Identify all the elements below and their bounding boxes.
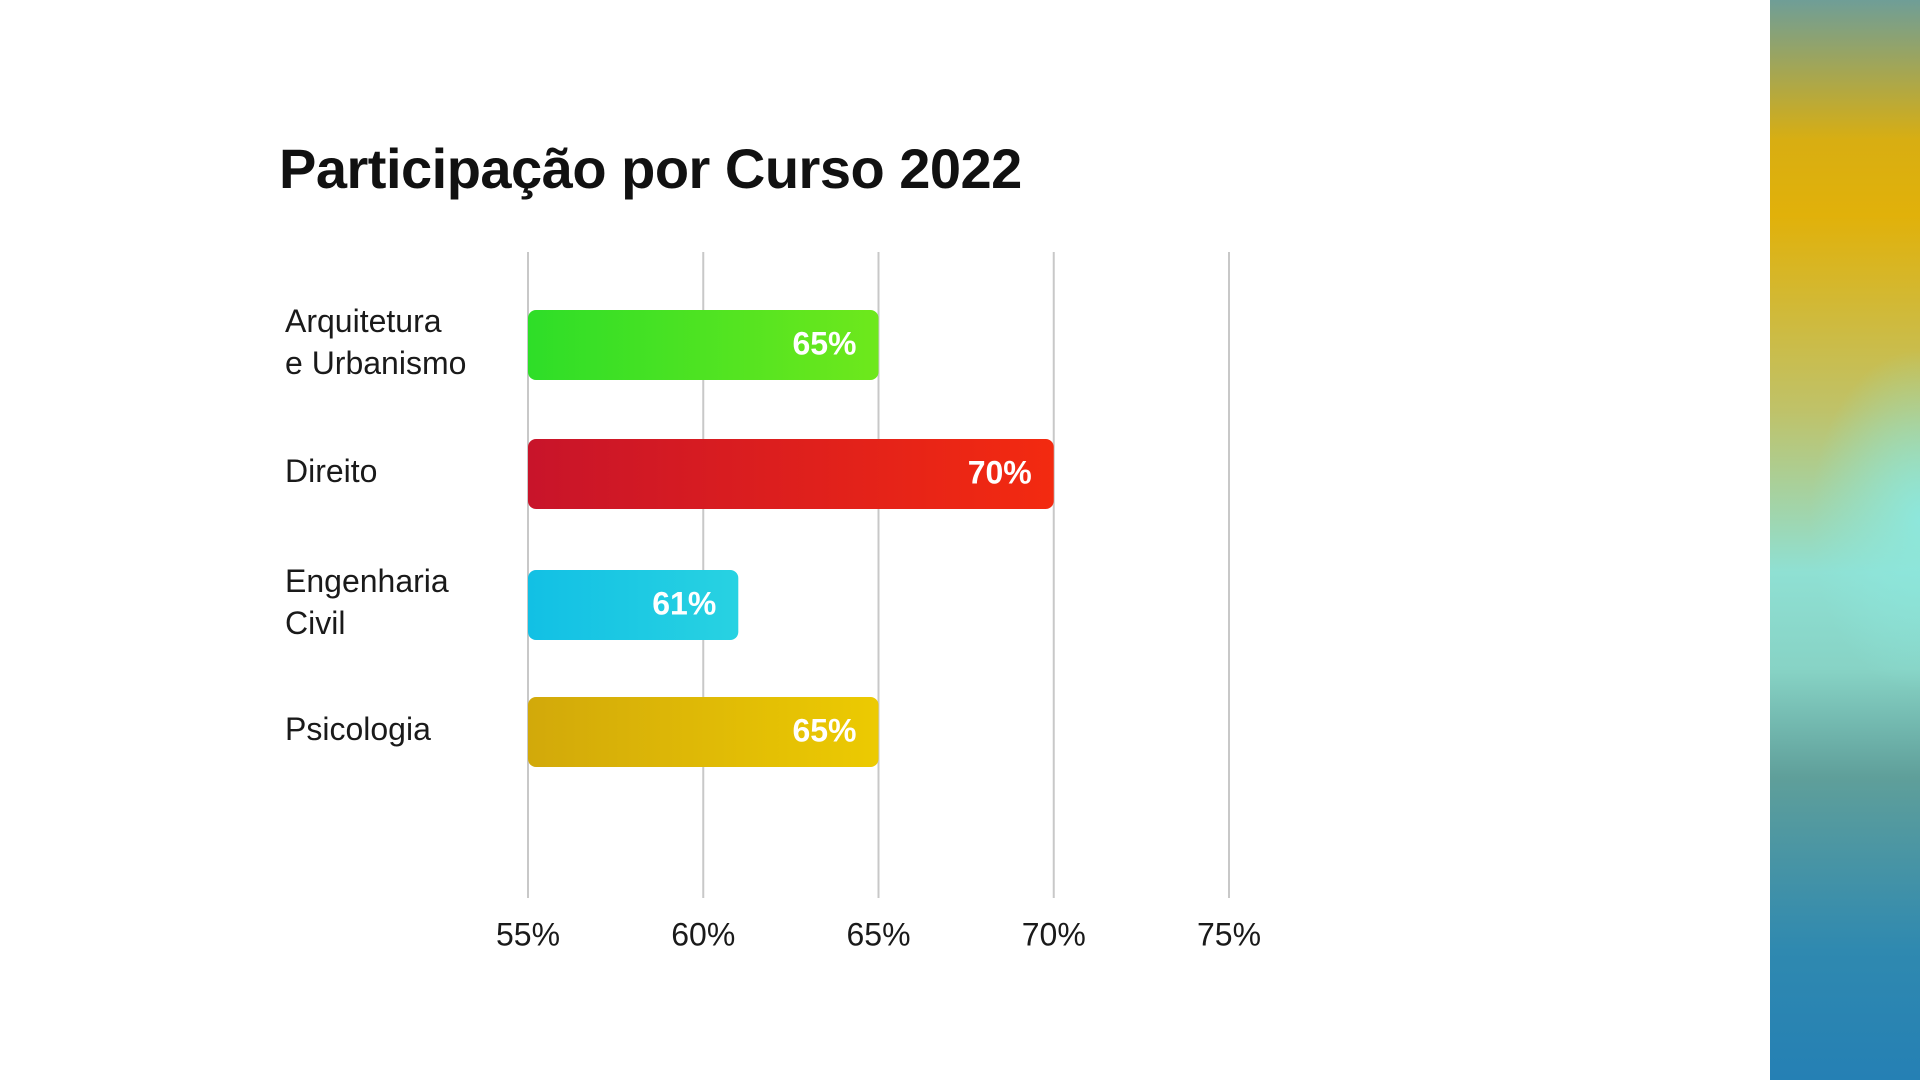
category-label: Arquitetura e Urbanismo bbox=[285, 303, 466, 381]
bar bbox=[528, 310, 879, 380]
decorative-gradient-band bbox=[1770, 0, 1920, 1080]
chart-title: Participação por Curso 2022 bbox=[279, 137, 1022, 200]
x-tick-label: 60% bbox=[671, 916, 735, 952]
bar bbox=[528, 697, 879, 767]
bar-value-label: 65% bbox=[792, 712, 856, 748]
bar bbox=[528, 439, 1054, 509]
category-label: Psicologia bbox=[285, 711, 431, 747]
x-tick-label: 75% bbox=[1197, 916, 1261, 952]
bar-value-label: 61% bbox=[652, 585, 716, 621]
bar-value-label: 70% bbox=[968, 454, 1032, 490]
category-label: Direito bbox=[285, 453, 377, 489]
bar bbox=[528, 570, 739, 640]
x-tick-label: 65% bbox=[846, 916, 910, 952]
x-tick-label: 55% bbox=[496, 916, 560, 952]
category-label: Engenharia Civil bbox=[285, 563, 449, 641]
x-tick-label: 70% bbox=[1022, 916, 1086, 952]
bar-value-label: 65% bbox=[792, 325, 856, 361]
